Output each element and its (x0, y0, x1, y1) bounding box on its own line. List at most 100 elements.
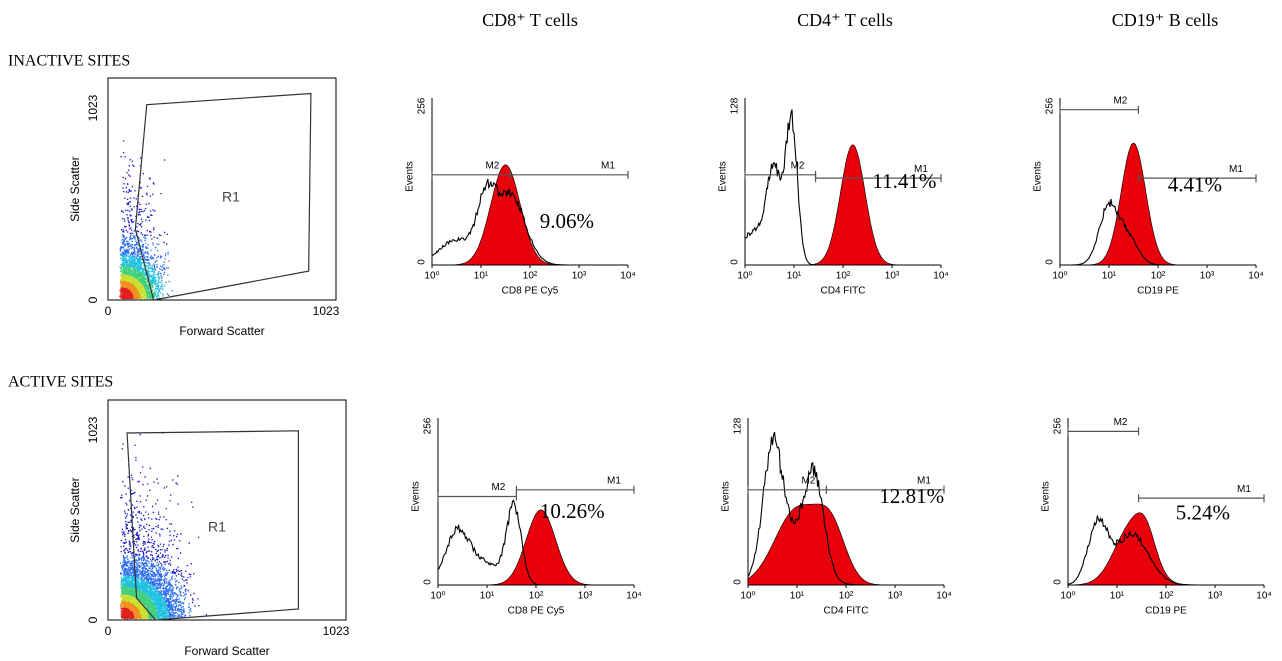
percent-label: 12.81% (879, 484, 944, 508)
x-tick-label: 10⁰ (1052, 271, 1067, 282)
x-axis-label: CD19 PE (1137, 286, 1179, 297)
x-tick-label: 10² (1151, 271, 1166, 282)
percent-label: 5.24% (1176, 501, 1230, 525)
x-axis-label: CD8 PE Cy5 (508, 606, 565, 617)
marker-gate (515, 485, 635, 494)
histogram-fill (1060, 142, 1256, 266)
event-dots (119, 554, 192, 619)
marker-label: M1 (607, 475, 621, 486)
histogram-fill (432, 164, 628, 266)
y-tick-label: 128 (733, 417, 744, 434)
event-dots (120, 607, 135, 620)
y-tick-label: 256 (1053, 417, 1064, 434)
row-label: INACTIVE SITES (8, 53, 130, 70)
y-tick-label: 256 (417, 97, 428, 114)
marker-gate (825, 485, 945, 494)
axes (1059, 98, 1256, 266)
marker-gate (437, 492, 517, 501)
x-tick-label: 10⁴ (1256, 591, 1271, 602)
y-tick-label: 0 (1045, 259, 1056, 265)
x-tick-label: 10² (529, 591, 544, 602)
x-axis-label: CD4 FITC (821, 286, 866, 297)
x-tick-label: 10⁴ (626, 591, 641, 602)
x-axis-label: Forward Scatter (179, 324, 264, 338)
x-tick-label: 10³ (578, 591, 593, 602)
percent-label: 11.41% (872, 169, 936, 193)
y-axis-label: Events (405, 161, 416, 192)
x-axis-label: CD4 FITC (824, 606, 869, 617)
marker-label: M2 (485, 160, 499, 171)
event-dots (120, 575, 170, 620)
gate-label: R1 (222, 189, 240, 205)
event-dots (119, 234, 175, 297)
x-tick-label: 10¹ (1102, 271, 1117, 282)
y-axis-label: Events (1041, 481, 1052, 512)
y-tick-label: 0 (86, 296, 100, 303)
y-tick-label: 256 (1045, 97, 1056, 114)
x-axis-label: Forward Scatter (184, 644, 269, 658)
y-tick-label: 0 (733, 579, 744, 585)
x-tick-label: 0 (105, 624, 112, 638)
event-dots (120, 585, 158, 620)
y-axis-label: Events (1033, 161, 1044, 192)
marker-label: M2 (491, 482, 505, 493)
y-axis-label: Events (718, 161, 729, 192)
x-tick-label: 10¹ (790, 591, 805, 602)
column-header: CD8⁺ T cells (482, 10, 578, 30)
event-dots (119, 265, 156, 300)
percent-label: 4.41% (1168, 172, 1222, 196)
x-tick-label: 10⁰ (1060, 591, 1075, 602)
marker-label: M1 (917, 475, 931, 486)
y-tick-label: 0 (417, 259, 428, 265)
column-header: CD19⁺ B cells (1112, 10, 1219, 30)
y-tick-label: 256 (423, 417, 434, 434)
x-tick-label: 10¹ (474, 271, 489, 282)
y-tick-label: 0 (730, 259, 741, 265)
x-tick-label: 0 (105, 304, 112, 318)
x-tick-label: 10⁴ (620, 271, 635, 282)
x-tick-label: 10⁰ (430, 591, 445, 602)
x-tick-label: 10² (839, 591, 854, 602)
x-tick-label: 10¹ (1110, 591, 1125, 602)
x-tick-label: 10⁰ (737, 271, 752, 282)
x-tick-label: 10⁴ (1248, 271, 1263, 282)
histogram-fill (747, 503, 944, 586)
marker-gate (747, 485, 827, 494)
row-label: ACTIVE SITES (8, 374, 113, 391)
x-axis-label: CD8 PE Cy5 (502, 286, 559, 297)
y-tick-label: 0 (86, 616, 100, 623)
marker-gate (814, 174, 942, 183)
x-tick-label: 1023 (323, 624, 350, 638)
y-tick-label: 1023 (86, 416, 100, 443)
x-tick-label: 10⁰ (740, 591, 755, 602)
event-dots (119, 280, 141, 300)
marker-label: M2 (801, 475, 815, 486)
event-dots (120, 274, 148, 300)
marker-gate (1059, 105, 1139, 114)
x-tick-label: 10² (836, 271, 851, 282)
x-tick-label: 10⁴ (936, 591, 951, 602)
x-tick-label: 10¹ (787, 271, 802, 282)
x-tick-label: 10¹ (480, 591, 495, 602)
histogram-fill (1067, 512, 1264, 586)
y-tick-label: 0 (423, 579, 434, 585)
y-axis-label: Side Scatter (68, 477, 82, 542)
percent-label: 9.06% (540, 209, 594, 233)
event-dots (119, 600, 142, 620)
event-dots (120, 594, 149, 620)
gate-r1 (126, 430, 299, 621)
event-dots (119, 287, 134, 300)
marker-label: M1 (1229, 164, 1243, 175)
event-dots (120, 254, 166, 300)
marker-label: M2 (791, 160, 805, 171)
gate-label: R1 (208, 518, 226, 534)
marker-label: M2 (1113, 95, 1127, 106)
x-tick-label: 10⁰ (424, 271, 439, 282)
x-tick-label: 10³ (572, 271, 587, 282)
y-axis-label: Events (411, 481, 422, 512)
x-tick-label: 10³ (885, 271, 900, 282)
y-tick-label: 0 (1053, 579, 1064, 585)
y-axis-label: Side Scatter (68, 156, 82, 221)
x-tick-label: 10² (1159, 591, 1174, 602)
